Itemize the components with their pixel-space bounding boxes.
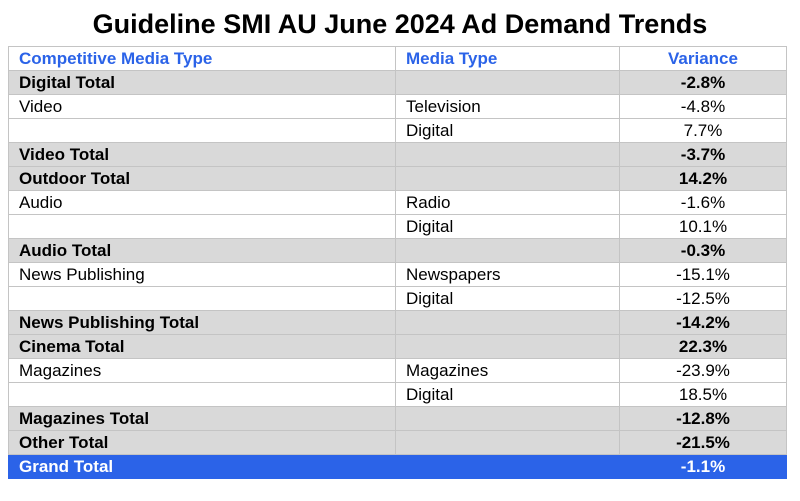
media-type-cell: [395, 70, 620, 95]
variance-cell: -0.3%: [619, 238, 787, 263]
variance-cell: -3.7%: [619, 142, 787, 167]
competitive-media-type-cell: Magazines Total: [8, 406, 396, 431]
competitive-media-type-cell: News Publishing: [8, 262, 396, 287]
media-type-cell: [395, 406, 620, 431]
media-type-cell: Magazines: [395, 358, 620, 383]
total-row: Other Total -21.5%: [8, 430, 787, 455]
total-row: Video Total -3.7%: [8, 142, 787, 167]
total-row: Audio Total -0.3%: [8, 238, 787, 263]
media-type-cell: [395, 430, 620, 455]
competitive-media-type-cell: Magazines: [8, 358, 396, 383]
competitive-media-type-cell: [8, 286, 396, 311]
competitive-media-type-cell: News Publishing Total: [8, 310, 396, 335]
media-type-cell: Radio: [395, 190, 620, 215]
variance-cell: 7.7%: [619, 118, 787, 143]
media-type-cell: Television: [395, 94, 620, 119]
competitive-media-type-cell: [8, 382, 396, 407]
competitive-media-type-cell: Digital Total: [8, 70, 396, 95]
media-type-cell: Digital: [395, 214, 620, 239]
media-type-cell: [395, 334, 620, 359]
competitive-media-type-cell: Audio Total: [8, 238, 396, 263]
competitive-media-type-cell: [8, 214, 396, 239]
table-row: Digital 10.1%: [8, 214, 787, 239]
competitive-media-type-cell: Video: [8, 94, 396, 119]
variance-cell: -12.8%: [619, 406, 787, 431]
table-row: Video Television -4.8%: [8, 94, 787, 119]
table-row: Digital 18.5%: [8, 382, 787, 407]
competitive-media-type-cell: Cinema Total: [8, 334, 396, 359]
table-row: Digital 7.7%: [8, 118, 787, 143]
variance-cell: -12.5%: [619, 286, 787, 311]
header-variance: Variance: [619, 46, 787, 71]
header-media-type: Media Type: [395, 46, 620, 71]
variance-cell: -4.8%: [619, 94, 787, 119]
competitive-media-type-cell: Grand Total: [8, 454, 396, 479]
table-row: Digital -12.5%: [8, 286, 787, 311]
media-type-cell: [395, 454, 620, 479]
ad-demand-table: Competitive Media Type Media Type Varian…: [8, 46, 787, 479]
media-type-cell: Digital: [395, 118, 620, 143]
total-row: Digital Total -2.8%: [8, 70, 787, 95]
variance-cell: 22.3%: [619, 334, 787, 359]
table-row: Magazines Magazines -23.9%: [8, 358, 787, 383]
table-title: Guideline SMI AU June 2024 Ad Demand Tre…: [92, 9, 708, 39]
variance-cell: -23.9%: [619, 358, 787, 383]
competitive-media-type-cell: Other Total: [8, 430, 396, 455]
variance-cell: 18.5%: [619, 382, 787, 407]
table-row: News Publishing Newspapers -15.1%: [8, 262, 787, 287]
media-type-cell: [395, 238, 620, 263]
variance-cell: -2.8%: [619, 70, 787, 95]
header-row: Competitive Media Type Media Type Varian…: [8, 46, 787, 71]
competitive-media-type-cell: [8, 118, 396, 143]
table-body: Digital Total -2.8% Video Television -4.8% Di…: [8, 70, 787, 479]
variance-cell: -1.6%: [619, 190, 787, 215]
media-type-cell: [395, 166, 620, 191]
media-type-cell: [395, 310, 620, 335]
total-row: News Publishing Total -14.2%: [8, 310, 787, 335]
media-type-cell: [395, 142, 620, 167]
header-competitive-media-type: Competitive Media Type: [8, 46, 396, 71]
total-row: Cinema Total 22.3%: [8, 334, 787, 359]
competitive-media-type-cell: Video Total: [8, 142, 396, 167]
media-type-cell: Digital: [395, 286, 620, 311]
media-type-cell: Newspapers: [395, 262, 620, 287]
total-row: Outdoor Total 14.2%: [8, 166, 787, 191]
variance-cell: -1.1%: [619, 454, 787, 479]
variance-cell: -21.5%: [619, 430, 787, 455]
variance-cell: 14.2%: [619, 166, 787, 191]
media-type-cell: Digital: [395, 382, 620, 407]
variance-cell: 10.1%: [619, 214, 787, 239]
total-row: Magazines Total -12.8%: [8, 406, 787, 431]
competitive-media-type-cell: Audio: [8, 190, 396, 215]
grand-total-row: Grand Total -1.1%: [8, 454, 787, 479]
variance-cell: -14.2%: [619, 310, 787, 335]
competitive-media-type-cell: Outdoor Total: [8, 166, 396, 191]
table-row: Audio Radio -1.6%: [8, 190, 787, 215]
variance-cell: -15.1%: [619, 262, 787, 287]
